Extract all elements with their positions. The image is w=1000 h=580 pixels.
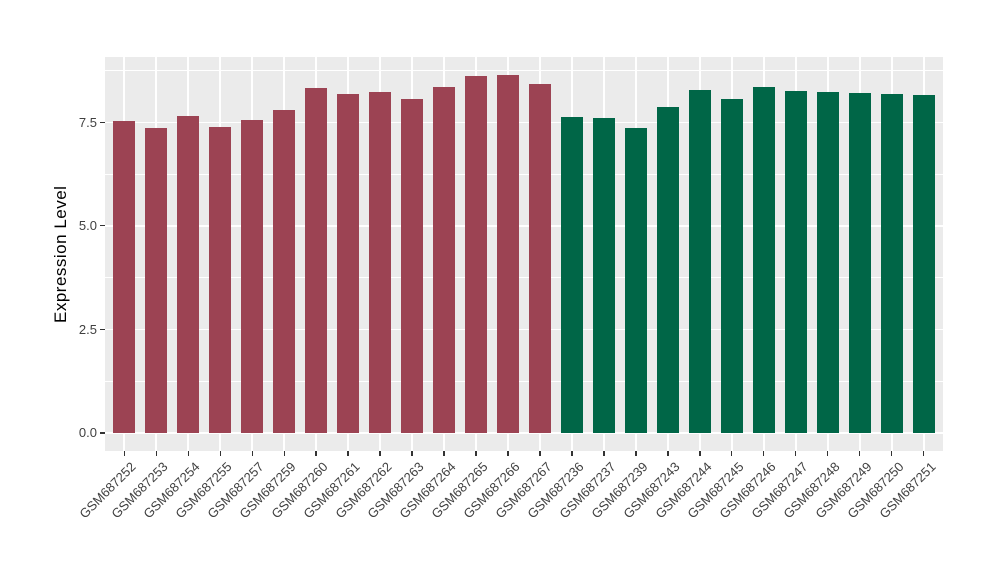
x-tick-mark <box>219 451 221 456</box>
minor-gridline <box>105 277 943 278</box>
bar-GSM687265 <box>464 75 488 433</box>
x-tick-mark <box>539 451 541 456</box>
major-gridline <box>105 225 943 227</box>
x-tick-mark <box>315 451 317 456</box>
x-tick-mark <box>379 451 381 456</box>
x-tick-mark <box>891 451 893 456</box>
y-tick-mark <box>100 225 105 227</box>
x-tick-mark <box>667 451 669 456</box>
bar-GSM687245 <box>720 98 744 433</box>
bar-GSM687249 <box>848 93 872 433</box>
y-tick-mark <box>100 328 105 330</box>
y-tick-label: 0.0 <box>78 425 97 441</box>
bar-GSM687250 <box>880 94 904 433</box>
bar-GSM687257 <box>240 120 264 433</box>
x-tick-mark <box>795 451 797 456</box>
bar-GSM687246 <box>752 86 776 433</box>
y-tick-label: 2.5 <box>78 321 97 337</box>
bar-GSM687247 <box>784 90 808 433</box>
major-gridline <box>105 328 943 331</box>
minor-gridline <box>105 380 943 382</box>
x-tick-mark <box>571 451 573 456</box>
x-tick-mark <box>635 451 637 456</box>
major-gridline <box>105 121 943 123</box>
x-tick-mark <box>603 451 605 456</box>
x-tick-mark <box>923 451 925 456</box>
bar-GSM687237 <box>592 118 616 433</box>
bar-GSM687252 <box>112 121 136 433</box>
x-tick-mark <box>123 451 125 456</box>
x-tick-mark <box>827 451 829 456</box>
plot-panel <box>105 57 943 451</box>
bar-GSM687259 <box>272 110 296 433</box>
bar-GSM687248 <box>816 91 840 433</box>
bar-GSM687266 <box>496 74 520 433</box>
bar-GSM687251 <box>912 95 936 433</box>
x-tick-mark <box>507 451 509 456</box>
bar-GSM687264 <box>432 87 456 433</box>
bar-GSM687244 <box>688 89 712 433</box>
bar-GSM687239 <box>624 127 648 433</box>
x-tick-mark <box>187 451 189 456</box>
bar-GSM687253 <box>144 128 168 433</box>
x-tick-mark <box>347 451 349 456</box>
x-tick-mark <box>283 451 285 456</box>
x-tick-mark <box>475 451 477 456</box>
minor-gridline <box>105 70 943 71</box>
y-tick-label: 5.0 <box>78 218 97 234</box>
y-tick-mark <box>100 121 105 123</box>
x-tick-mark <box>155 451 157 456</box>
bar-GSM687236 <box>560 116 584 433</box>
bar-GSM687254 <box>176 116 200 433</box>
y-tick-mark <box>100 432 105 434</box>
x-tick-mark <box>763 451 765 456</box>
x-tick-mark <box>411 451 413 456</box>
bar-GSM687255 <box>208 127 232 433</box>
minor-gridline <box>105 173 943 175</box>
y-tick-label: 7.5 <box>78 114 97 130</box>
x-tick-mark <box>859 451 861 456</box>
bar-GSM687263 <box>400 99 424 433</box>
bar-GSM687260 <box>304 87 328 433</box>
bar-GSM687262 <box>368 91 392 433</box>
bar-GSM687243 <box>656 107 680 433</box>
x-tick-mark <box>731 451 733 456</box>
x-tick-mark <box>699 451 701 456</box>
x-tick-mark <box>251 451 253 456</box>
bar-GSM687261 <box>336 94 360 433</box>
x-tick-mark <box>443 451 445 456</box>
major-gridline <box>105 432 943 434</box>
bar-GSM687267 <box>528 84 552 433</box>
